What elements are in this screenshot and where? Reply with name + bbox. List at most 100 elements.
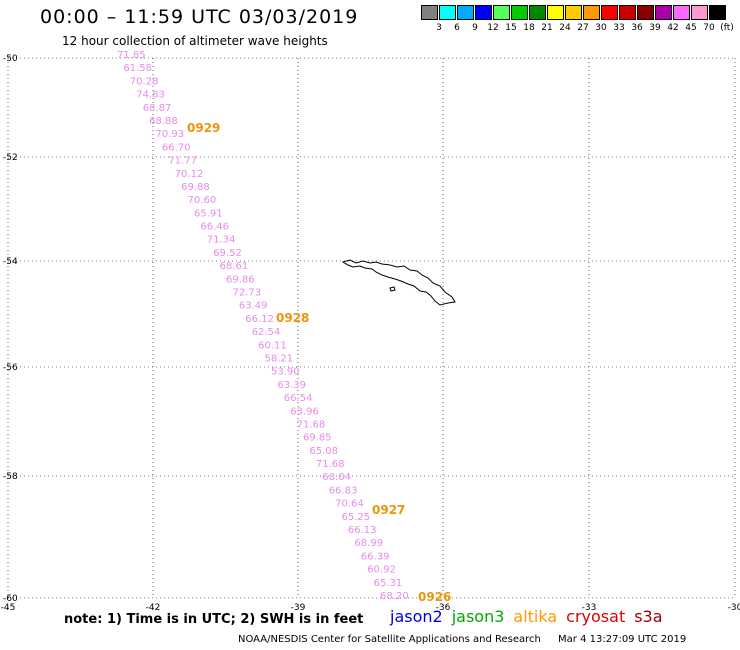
wave-height-label: 74.83	[136, 90, 165, 101]
legend-label: 21	[541, 23, 553, 33]
satellite-track: 71.85 61.58 70.28 74.83 68.87 68.88 70.93 66.70…	[117, 50, 409, 602]
legend-swatch	[655, 5, 672, 20]
legend-swatch	[619, 5, 636, 20]
wave-height-label: 61.58	[123, 63, 152, 74]
x-tick-label: -39	[291, 603, 306, 613]
legend-swatch	[547, 5, 564, 20]
wave-height-label: 72.73	[233, 288, 262, 299]
legend-swatch	[475, 5, 492, 20]
island-outline	[341, 259, 456, 306]
legend-label: 9	[472, 23, 478, 33]
wave-height-label: 63.49	[239, 301, 268, 312]
legend-swatch	[421, 5, 438, 20]
wave-height-label: 60.11	[258, 340, 287, 351]
island-outline-small	[389, 286, 396, 292]
legend-swatch	[691, 5, 708, 20]
legend-swatch	[637, 5, 654, 20]
legend-label: 30	[595, 23, 607, 33]
legend-swatch	[439, 5, 456, 20]
wave-height-label: 68.20	[380, 591, 409, 602]
legend-label: 6	[454, 23, 460, 33]
wave-height-label: 68.88	[149, 116, 178, 127]
mission-legend: jason2 jason3 altika cryosat s3a	[390, 607, 672, 626]
wave-height-label: 70.60	[188, 195, 217, 206]
legend-label: 12	[487, 23, 499, 33]
map-title: 00:00 – 11:59 UTC 03/03/2019	[40, 6, 359, 28]
wave-height-label: 69.88	[181, 182, 210, 193]
credit-line: NOAA/NESDIS Center for Satellite Applica…	[238, 634, 686, 645]
wave-height-label: 65.08	[309, 446, 338, 457]
mission-jason3: jason3	[451, 607, 505, 626]
wave-height-label: 65.25	[342, 512, 371, 523]
wave-height-label: 66.39	[361, 551, 390, 562]
y-tick-label: -50	[3, 54, 18, 64]
legend-swatch	[493, 5, 510, 20]
south-georgia-coastline	[341, 259, 456, 306]
wave-height-label: 68.87	[143, 103, 172, 114]
wave-height-label: 60.92	[367, 565, 396, 576]
y-tick-label: -58	[3, 472, 18, 482]
legend-swatch	[511, 5, 528, 20]
footnote: note: 1) Time is in UTC; 2) SWH is in fe…	[64, 612, 364, 627]
pass-time-labels: 0929 0928 0927 0926	[187, 121, 451, 604]
wave-height-label: 69.85	[303, 433, 332, 444]
wave-height-label: 66.46	[200, 222, 229, 233]
axis-ticks: -45 -42 -39 -36 -33 -30 -50 -52 -54 -56 -58 -60	[1, 54, 740, 613]
wave-height-label: 63.96	[290, 406, 319, 417]
legend-unit: (ft)	[720, 23, 734, 33]
wave-height-label: 71.85	[117, 50, 146, 61]
mission-jason2: jason2	[390, 607, 443, 626]
legend-label: 24	[559, 23, 571, 33]
y-tick-label: -52	[3, 153, 18, 163]
legend-swatch	[709, 5, 726, 20]
wave-height-label: 70.28	[130, 76, 159, 87]
x-tick-label: -33	[582, 603, 597, 613]
wave-height-label: 66.54	[284, 393, 313, 404]
wave-height-label: 66.13	[348, 525, 377, 536]
x-tick-label: -45	[1, 603, 16, 613]
wave-height-label: 68.04	[322, 472, 351, 483]
legend-label: 15	[505, 23, 517, 33]
legend-swatch	[583, 5, 600, 20]
x-tick-label: -30	[728, 603, 740, 613]
map-grid	[7, 57, 736, 599]
pass-time-label: 0928	[276, 311, 309, 325]
wave-height-label: 66.83	[329, 485, 358, 496]
wave-height-label: 63.39	[277, 380, 306, 391]
legend-label: 3	[436, 23, 442, 33]
mission-s3a: s3a	[634, 607, 663, 626]
wave-height-label: 65.31	[374, 578, 403, 589]
wave-height-label: 71.77	[168, 156, 197, 167]
wave-height-label: 71.68	[297, 420, 326, 431]
legend-swatch	[601, 5, 618, 20]
legend-label: 45	[685, 23, 697, 33]
wave-height-label: 68.61	[220, 261, 249, 272]
wave-height-label: 70.93	[156, 129, 185, 140]
legend-label: 33	[613, 23, 625, 33]
legend-label: 39	[649, 23, 661, 33]
wave-height-label: 65.91	[194, 208, 223, 219]
x-tick-label: -42	[146, 603, 161, 613]
wave-height-label: 69.52	[213, 248, 242, 259]
wave-height-label: 66.12	[245, 314, 274, 325]
y-tick-label: -54	[3, 257, 18, 267]
legend-swatch	[529, 5, 546, 20]
legend-label: 36	[631, 23, 643, 33]
mission-cryosat: cryosat	[566, 607, 626, 626]
wave-height-label: 62.54	[252, 327, 281, 338]
legend-swatch	[565, 5, 582, 20]
mission-altika: altika	[513, 607, 558, 626]
legend-label: 27	[577, 23, 589, 33]
pass-time-label: 0926	[418, 590, 451, 604]
map-subtitle: 12 hour collection of altimeter wave hei…	[62, 34, 328, 48]
wave-height-label: 58.21	[265, 354, 294, 365]
wave-height-label: 70.64	[335, 499, 364, 510]
legend-label: 70	[703, 23, 715, 33]
wave-height-label: 71.68	[316, 459, 345, 470]
legend-swatch	[673, 5, 690, 20]
credit-timestamp: Mar 4 13:27:09 UTC 2019	[558, 634, 687, 645]
wave-height-label: 68.99	[354, 538, 383, 549]
pass-time-label: 0927	[372, 503, 405, 517]
x-tick-label: -36	[436, 603, 451, 613]
